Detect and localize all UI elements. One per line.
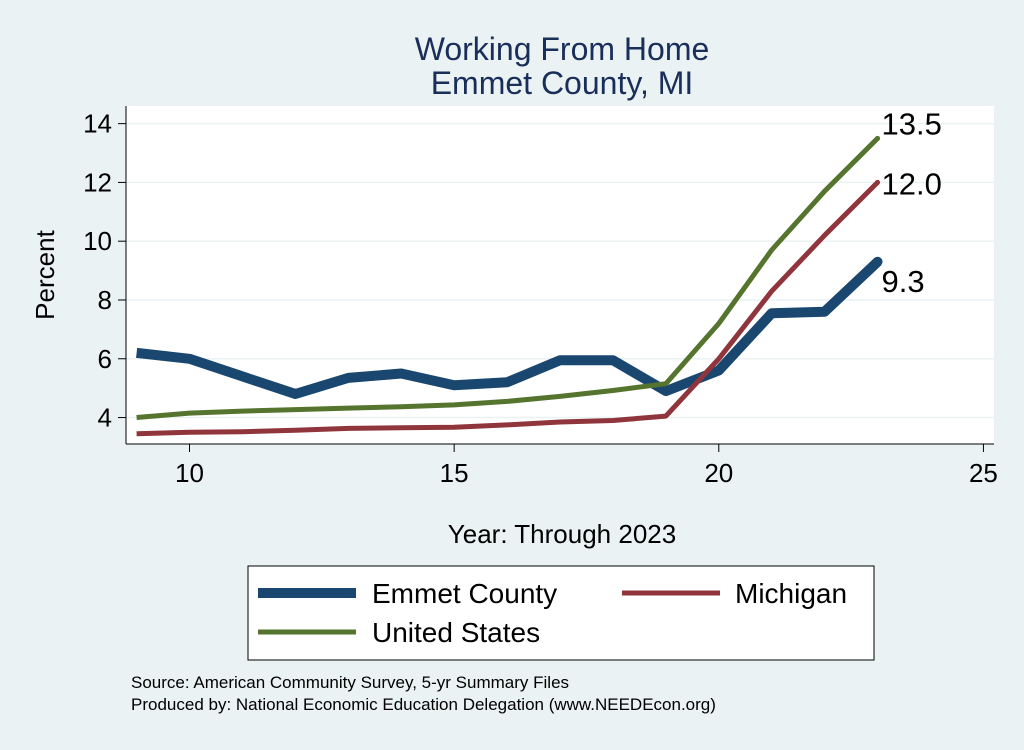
y-tick-label: 10 — [83, 226, 112, 256]
producer-note: Produced by: National Economic Education… — [131, 695, 716, 714]
y-tick-label: 14 — [83, 109, 112, 139]
end-label-layer: 9.3 12.0 13.5 — [882, 106, 942, 298]
series-line-emmet-county — [136, 258, 882, 399]
x-axis-title: Year: Through 2023 — [448, 519, 676, 549]
chart-subtitle: Emmet County, MI — [431, 65, 694, 101]
x-tick-label: 25 — [969, 458, 998, 488]
series-end-point — [875, 135, 881, 141]
series-line-united-states — [136, 136, 880, 420]
y-tick-label: 6 — [98, 344, 112, 374]
y-tick-label: 12 — [83, 167, 112, 197]
y-axis-title: Percent — [30, 229, 60, 319]
chart-title: Working From Home — [415, 31, 710, 67]
x-tick-label: 15 — [440, 458, 469, 488]
end-value-label: 13.5 — [882, 106, 942, 141]
y-tick-label: 4 — [98, 403, 112, 433]
series-layer — [136, 135, 883, 437]
tick-layer: 4 6 8 10 12 14 10 15 20 25 — [83, 109, 998, 488]
legend-label-united-states: United States — [372, 617, 540, 648]
x-tick-label: 20 — [704, 458, 733, 488]
legend-label-emmet-county: Emmet County — [372, 578, 557, 609]
end-value-label: 12.0 — [882, 166, 942, 201]
legend: Emmet County Michigan United States — [247, 565, 875, 661]
legend-label-michigan: Michigan — [735, 578, 847, 609]
end-value-label: 9.3 — [882, 264, 925, 299]
x-tick-label: 10 — [175, 458, 204, 488]
series-line-michigan — [136, 180, 880, 437]
series-end-point — [872, 256, 883, 267]
source-note: Source: American Community Survey, 5-yr … — [131, 673, 569, 692]
legend-box — [247, 565, 875, 661]
y-tick-label: 8 — [98, 285, 112, 315]
series-end-point — [875, 179, 881, 185]
